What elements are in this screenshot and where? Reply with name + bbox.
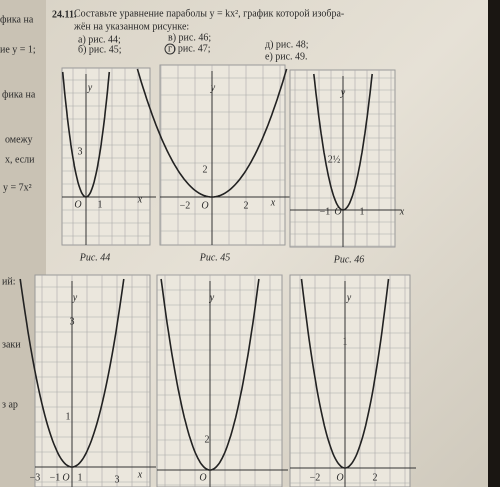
option: в) рис. 46; — [168, 32, 211, 43]
option: г) рис. 47; — [168, 43, 211, 54]
axis-label: O — [62, 472, 69, 483]
margin-fragment: з ар — [2, 399, 18, 410]
graph-background — [156, 274, 283, 487]
margin-fragment: омежу — [5, 134, 33, 145]
axis-label: x — [270, 197, 276, 208]
axis-label: O — [199, 472, 206, 483]
axis-label: 1 — [98, 199, 103, 210]
figure-caption: Рис. 44 — [79, 252, 111, 263]
axis-label: O — [334, 206, 341, 217]
axis-label: y — [340, 87, 346, 98]
graph-background — [34, 274, 151, 487]
axis-label: −3 — [30, 472, 41, 483]
axis-label: −1 — [50, 472, 61, 483]
parabola — [313, 73, 373, 211]
axis-label: 3 — [78, 146, 83, 157]
margin-fragment: заки — [2, 339, 21, 350]
axis-label: y — [72, 292, 78, 303]
option: д) рис. 48; — [265, 39, 309, 50]
axis-label: y — [87, 82, 93, 93]
axis-label: O — [201, 200, 208, 211]
axis-label: 2½ — [328, 154, 341, 165]
figure-caption: Рис. 45 — [199, 252, 231, 263]
axis-label: 3 — [115, 474, 120, 485]
axis-label: y — [346, 292, 352, 303]
axis-label: −1 — [320, 206, 331, 217]
axis-label: 2 — [203, 164, 208, 175]
parabola — [19, 278, 125, 468]
margin-fragment: ие y = 1; — [0, 44, 36, 55]
parabola — [61, 71, 111, 198]
axis-label: 1 — [343, 336, 348, 347]
problem-number: 24.11. — [52, 9, 77, 20]
graph-background — [61, 67, 151, 246]
axis-label: 2 — [244, 200, 249, 211]
axis-label: −2 — [310, 472, 321, 483]
margin-fragment: фика на — [2, 89, 36, 100]
page-edge-shadow — [488, 0, 500, 487]
margin-fragment: фика на — [0, 14, 34, 25]
axis-label: O — [74, 199, 81, 210]
option: а) рис. 44; — [78, 34, 121, 45]
axis-label: y — [210, 82, 216, 93]
circle-mark — [164, 43, 176, 55]
axis-label: y — [209, 292, 215, 303]
axis-label: 3 — [70, 316, 75, 327]
axis-label: O — [336, 472, 343, 483]
problem-text: Составьте уравнение параболы y = kx², гр… — [74, 8, 344, 19]
graph-background — [159, 64, 286, 246]
parabola — [160, 278, 260, 471]
axis-label: 1 — [360, 206, 365, 217]
margin-fragment: x, если — [5, 154, 35, 165]
parabola — [136, 68, 288, 198]
problem-text: жён на указанном рисунке: — [73, 21, 189, 32]
axis-label: 1 — [66, 411, 71, 422]
margin-fragment: y = 7x² — [3, 182, 32, 193]
axis-label: −2 — [180, 200, 191, 211]
figure-caption: Рис. 46 — [333, 254, 365, 265]
margin-fragment: ий: — [2, 276, 15, 287]
parabola — [300, 278, 390, 469]
option: б) рис. 45; — [78, 44, 122, 55]
axis-label: x — [137, 469, 143, 480]
axis-label: 2 — [373, 472, 378, 483]
axis-label: 2 — [205, 434, 210, 445]
axis-label: 1 — [78, 472, 83, 483]
axis-label: x — [137, 194, 143, 205]
axis-label: x — [399, 206, 405, 217]
graph-background — [289, 274, 411, 487]
option: е) рис. 49. — [265, 51, 308, 62]
